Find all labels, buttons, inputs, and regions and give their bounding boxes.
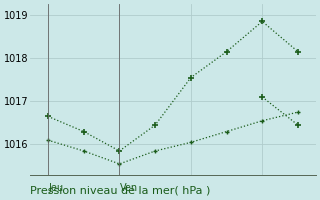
Text: Jeu: Jeu bbox=[48, 183, 63, 193]
Text: Ven: Ven bbox=[119, 183, 138, 193]
X-axis label: Pression niveau de la mer( hPa ): Pression niveau de la mer( hPa ) bbox=[30, 186, 211, 196]
